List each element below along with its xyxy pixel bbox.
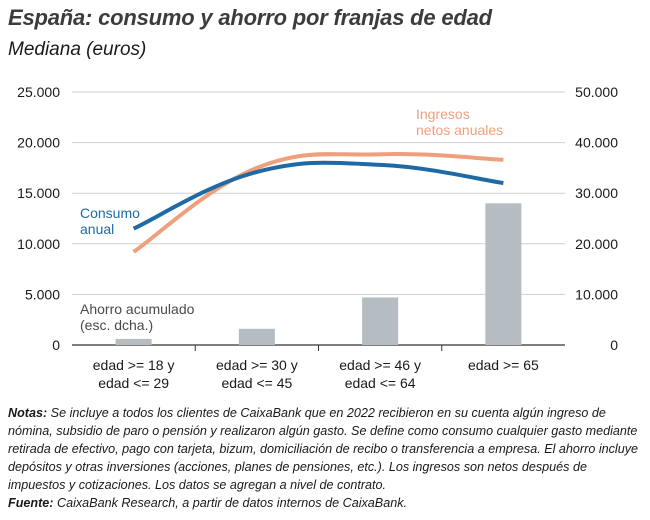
right-tick-label: 50.000 [575,84,618,100]
right-tick-label: 0 [610,337,618,353]
category-label: edad <= 64 [345,375,416,391]
label-consumo: anual [80,221,114,237]
bar-ahorro [362,297,399,345]
right-axis-ticks: 0 10.000 20.000 30.000 40.000 50.000 [575,84,618,353]
chart-area: 0 5.000 10.000 15.000 20.000 25.000 0 10.000 20… [17,84,618,391]
label-ahorro: (esc. dcha.) [80,317,153,333]
notes-text: Se incluye a todos los clientes de Caixa… [8,406,639,492]
label-consumo: Consumo [80,205,140,221]
label-ahorro: Ahorro acumulado [80,301,195,317]
bar-ahorro [115,338,152,345]
category-label: edad >= 65 [468,357,539,373]
label-ingresos: netos anuales [416,122,503,138]
x-axis-categories: edad >= 18 y edad <= 29 edad >= 30 y edad <… [93,357,539,391]
footnotes: Notas: Se incluye a todos los clientes d… [8,404,644,512]
notes-label: Notas: [8,406,48,420]
chart-subtitle: Mediana (euros) [8,39,147,60]
category-label: edad <= 29 [98,375,169,391]
source-label: Fuente: [8,496,54,510]
left-axis-ticks: 0 5.000 10.000 15.000 20.000 25.000 [17,84,60,353]
bar-ahorro [485,203,522,345]
source-paragraph: Fuente: CaixaBank Research, a partir de … [8,494,644,512]
left-tick-label: 10.000 [17,236,60,252]
line-consumo [132,160,504,231]
category-label: edad >= 18 y [93,357,175,373]
gridlines [72,91,565,351]
left-tick-label: 15.000 [17,185,60,201]
left-tick-label: 5.000 [25,286,60,302]
notes-paragraph: Notas: Se incluye a todos los clientes d… [8,404,644,494]
left-tick-label: 20.000 [17,135,60,151]
line-series [132,151,504,254]
right-tick-label: 40.000 [575,135,618,151]
right-tick-label: 10.000 [575,286,618,302]
line-ingresos [132,151,504,254]
category-label: edad <= 45 [221,375,292,391]
bar-series-ahorro [115,203,522,345]
category-label: edad >= 46 y [339,357,421,373]
bar-ahorro [238,328,275,345]
label-ingresos: Ingresos [416,106,470,122]
right-tick-label: 20.000 [575,236,618,252]
left-tick-label: 25.000 [17,84,60,100]
category-label: edad >= 30 y [216,357,298,373]
chart-title: España: consumo y ahorro por franjas de … [8,5,492,30]
source-text: CaixaBank Research, a partir de datos in… [53,496,408,510]
right-tick-label: 30.000 [575,185,618,201]
left-tick-label: 0 [52,337,60,353]
